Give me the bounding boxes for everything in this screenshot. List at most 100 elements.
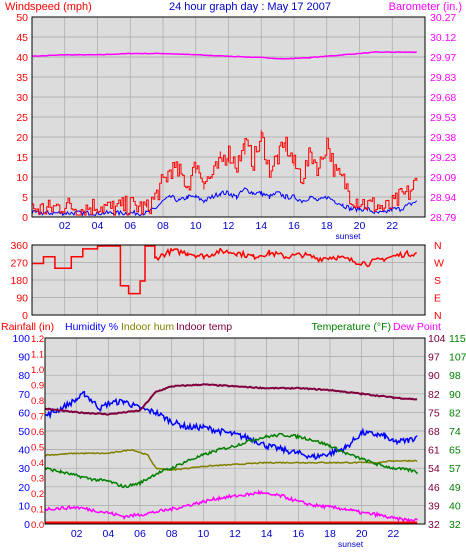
temp-inner-tick-label: 97	[428, 352, 440, 364]
temp-inner-tick-label: 104	[428, 333, 446, 345]
temp-outer-tick-label: 115	[449, 333, 466, 345]
wind-x-tick-label: 12	[223, 220, 235, 232]
direction-panel-frame	[31, 244, 426, 316]
wind-x-tick-label: 02	[59, 220, 71, 232]
direction-tick-label: 180	[10, 275, 28, 287]
barometer-tick-label: 28.94	[430, 192, 456, 204]
rainfall-tick-label: 1.0	[31, 365, 44, 376]
direction-tick-label: 270	[10, 258, 28, 270]
direction-panel-series	[32, 245, 418, 295]
humidity-tick-label: 10	[18, 500, 30, 512]
windspeed-tick-label: 45	[16, 32, 28, 44]
windspeed-tick-label: 5	[22, 192, 28, 204]
wind-direction-line	[32, 245, 418, 295]
windspeed-tick-label: 50	[16, 12, 28, 24]
rainfall-tick-label: 1.2	[31, 334, 44, 345]
windspeed-tick-label: 10	[16, 172, 28, 184]
windspeed-axis-title: Windspeed (mph)	[5, 1, 92, 13]
temp-inner-tick-label: 75	[428, 407, 440, 419]
windspeed-tick-label: 0	[22, 212, 28, 224]
humidity-tick-label: 50	[18, 426, 30, 438]
rainfall-tick-label: 0.2	[31, 489, 44, 500]
barometer-tick-label: 28.79	[430, 212, 456, 224]
temp-outer-tick-label: 49	[449, 482, 461, 494]
windspeed-tick-label: 35	[16, 72, 28, 84]
rainfall-tick-label: 0.1	[31, 505, 44, 516]
barometer-tick-label: 29.83	[430, 72, 456, 84]
windspeed-tick-label: 20	[16, 132, 28, 144]
rainfall-tick-label: 0.5	[31, 443, 44, 454]
climate-x-tick-label: 14	[261, 528, 273, 540]
temp-outer-tick-label: 40	[449, 500, 461, 512]
humidity-tick-label: 20	[18, 482, 30, 494]
direction-tick-label: 90	[16, 293, 28, 305]
humidity-line	[44, 390, 418, 461]
compass-tick-label: W	[434, 258, 444, 270]
temp-outer-tick-label: 98	[449, 370, 461, 382]
climate-x-tick-label: 18	[324, 528, 336, 540]
temp-inner-tick-label: 68	[428, 426, 440, 438]
temp-outer-tick-label: 65	[449, 445, 461, 457]
wind-x-tick-label: 22	[386, 220, 398, 232]
rainfall-tick-label: 0.7	[31, 412, 44, 423]
rainfall-tick-label: 0.9	[31, 381, 44, 392]
wind-x-tick-label: 16	[288, 220, 300, 232]
temp-outer-tick-label: 82	[449, 407, 461, 419]
rainfall-tick-label: 0.4	[31, 458, 44, 469]
climate-x-tick-label: 02	[71, 528, 83, 540]
temp-inner-tick-label: 82	[428, 389, 440, 401]
legend-rainfall: Rainfall (in)	[1, 321, 54, 333]
climate-x-tick-label: 10	[197, 528, 209, 540]
wind-x-tick-label: 18	[321, 220, 333, 232]
climate-panel-series	[44, 383, 418, 524]
legend-indoor-humidity: Indoor hum	[121, 321, 174, 333]
climate-panel-grid	[45, 338, 425, 524]
climate-x-tick-label: 04	[102, 528, 114, 540]
climate-x-tick-label: 08	[166, 528, 178, 540]
legend-dew-point: Dew Point	[393, 321, 441, 333]
direction-tick-label: 0	[22, 310, 28, 322]
barometer-tick-label: 29.97	[430, 52, 456, 64]
direction-tick-label: 360	[10, 240, 28, 252]
climate-panel-labels: 0 32 32 10 39 40 20 46 49 30 54 57 40 61 65 50 68 74 60 75 8…	[12, 333, 466, 549]
humidity-tick-label: 100	[12, 333, 30, 345]
barometer-tick-label: 30.27	[430, 12, 456, 24]
temp-inner-tick-label: 54	[428, 463, 440, 475]
compass-tick-label: S	[434, 275, 441, 287]
legend-temperature: Temperature (°F)	[312, 321, 391, 333]
humidity-tick-label: 70	[18, 389, 30, 401]
temp-inner-tick-label: 46	[428, 482, 440, 494]
wind-sunset-marker: sunset	[336, 231, 362, 241]
wind-x-tick-label: 04	[92, 220, 104, 232]
rainfall-tick-label: 1.1	[31, 350, 44, 361]
barometer-tick-label: 29.23	[430, 152, 456, 164]
barometer-tick-label: 29.68	[430, 92, 456, 104]
wind-gust-line	[32, 130, 418, 216]
wind-x-tick-label: 08	[157, 220, 169, 232]
direction-panel-grid	[32, 245, 425, 315]
wind-x-tick-label: 06	[124, 220, 136, 232]
wind-x-tick-label: 10	[190, 220, 202, 232]
climate-x-tick-label: 06	[134, 528, 146, 540]
legend-indoor-temp: Indoor temp	[176, 321, 232, 333]
compass-tick-label: N	[434, 240, 442, 252]
wind-panel-series	[31, 51, 418, 217]
humidity-tick-label: 30	[18, 463, 30, 475]
barometer-tick-label: 30.12	[430, 32, 456, 44]
temp-outer-tick-label: 74	[449, 426, 461, 438]
dew-point-line	[44, 489, 418, 523]
temp-outer-tick-label: 57	[449, 463, 461, 475]
climate-panel-frame	[44, 337, 426, 525]
rainfall-tick-label: 0.6	[31, 427, 44, 438]
barometer-tick-label: 29.09	[430, 172, 456, 184]
windspeed-tick-label: 25	[16, 112, 28, 124]
rainfall-tick-label: 0.8	[31, 396, 44, 407]
temp-outer-tick-label: 32	[449, 519, 461, 531]
barometer-tick-label: 29.53	[430, 112, 456, 124]
temp-inner-tick-label: 61	[428, 445, 440, 457]
temp-outer-tick-label: 107	[449, 352, 466, 364]
humidity-tick-label: 90	[18, 352, 30, 364]
legend-humidity: Humidity %	[65, 321, 118, 333]
temp-inner-tick-label: 32	[428, 519, 440, 531]
